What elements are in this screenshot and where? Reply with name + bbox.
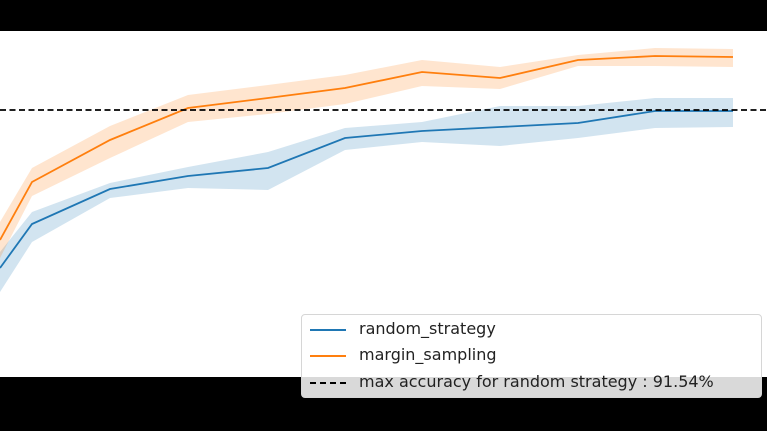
legend-label: max accuracy for random strategy : 91.54… — [359, 372, 714, 391]
chart-canvas — [0, 48, 767, 292]
legend-swatch-dashed-line — [310, 382, 346, 384]
confidence-bands — [0, 48, 733, 292]
legend-swatch-orange-line — [310, 355, 346, 357]
legend-swatch-blue-line — [310, 329, 346, 331]
random_strategy-line — [0, 110, 733, 269]
margin_sampling-line — [0, 55, 734, 241]
legend-label: random_strategy — [359, 319, 496, 338]
plot-area: random_strategy margin_sampling max accu… — [0, 31, 767, 398]
legend: random_strategy margin_sampling max accu… — [301, 314, 762, 398]
legend-item-max-accuracy: max accuracy for random strategy : 91.54… — [302, 370, 761, 394]
series-lines — [0, 55, 734, 269]
legend-item-random-strategy: random_strategy — [302, 317, 761, 341]
legend-label: margin_sampling — [359, 345, 497, 364]
legend-item-margin-sampling: margin_sampling — [302, 343, 761, 367]
margin_sampling-band — [0, 48, 733, 258]
